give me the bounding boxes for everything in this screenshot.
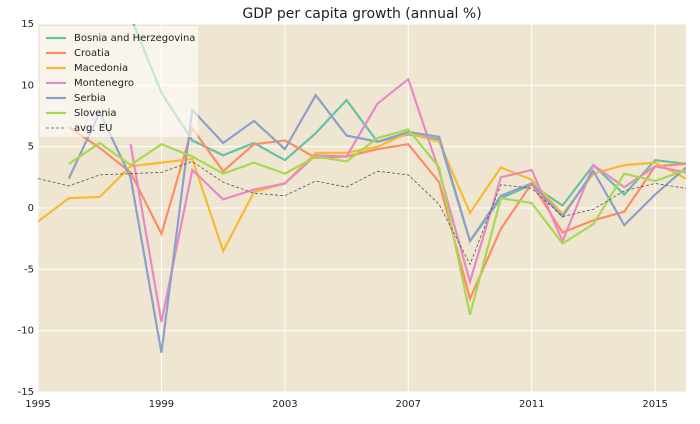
series-line	[38, 160, 686, 266]
legend-label: avg. EU	[74, 123, 112, 134]
y-tick-label: 10	[21, 80, 34, 91]
lines	[38, 24, 686, 353]
chart-title: GDP per capita growth (annual %)	[242, 6, 481, 22]
y-tick-label: 5	[28, 142, 34, 153]
y-tick-label: 0	[28, 203, 34, 214]
x-tick-label: 2007	[396, 399, 421, 410]
y-tick-label: -5	[24, 264, 34, 275]
legend-label: Macedonia	[74, 63, 128, 74]
legend-label: Bosnia and Herzegovina	[74, 33, 195, 44]
legend-box	[40, 26, 198, 137]
y-tick-label: -10	[18, 326, 34, 337]
x-tick-label: 1995	[25, 399, 50, 410]
legend-label: Croatia	[74, 48, 110, 59]
y-tick-label: 15	[21, 19, 34, 30]
legend: Bosnia and Herzegovina Croatia Macedonia Mo…	[40, 26, 198, 137]
legend-label: Montenegro	[74, 78, 134, 89]
x-tick-label: 1999	[149, 399, 174, 410]
legend-label: Slovenia	[74, 108, 117, 119]
legend-label: Serbia	[74, 93, 106, 104]
x-tick-label: 2015	[642, 399, 667, 410]
x-tick-label: 2011	[519, 399, 544, 410]
y-tick-label: -15	[18, 387, 34, 398]
series-line	[129, 77, 686, 323]
series-line	[67, 93, 686, 353]
series-line	[68, 128, 686, 316]
x-tick-label: 2003	[272, 399, 297, 410]
series-line	[68, 125, 686, 303]
